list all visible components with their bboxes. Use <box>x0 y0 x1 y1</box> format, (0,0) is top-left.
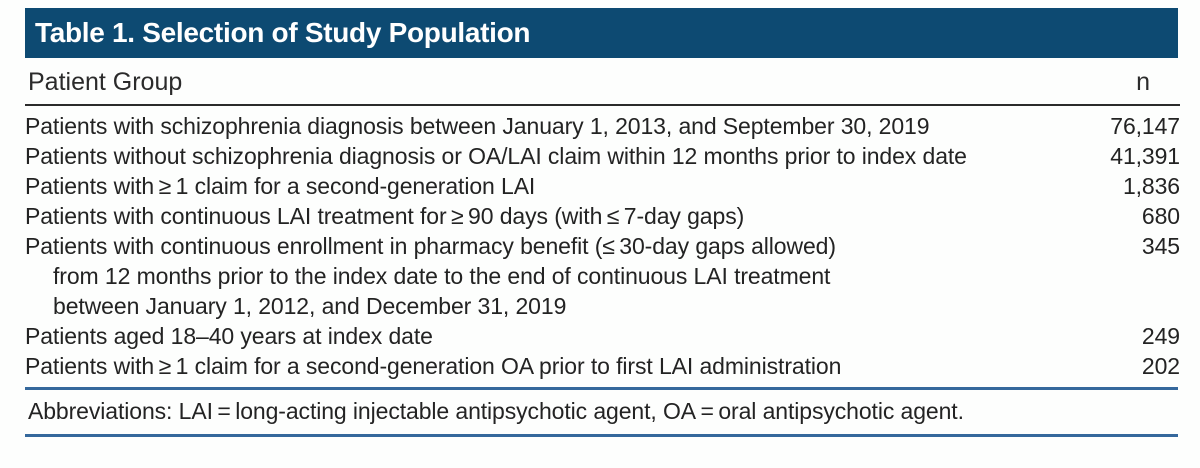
table-row: Patients aged 18–40 years at index date 2… <box>25 321 1180 351</box>
table-header: Patient Group n <box>25 58 1180 106</box>
header-row: Patient Group n <box>25 58 1180 106</box>
row-continuation-line: between January 1, 2012, and December 31… <box>53 293 567 319</box>
row-text: Patients with continuous enrollment in p… <box>25 233 836 259</box>
patient-group-cell: Patients with ≥ 1 claim for a second-gen… <box>25 351 1080 381</box>
n-value-cell: 345 <box>1141 233 1180 259</box>
table-title: Table 1. Selection of Study Population <box>35 17 531 48</box>
row-text: Patients with ≥ 1 claim for a second-gen… <box>25 173 536 199</box>
column-header-n: n <box>1080 58 1180 106</box>
patient-group-cell: Patients with ≥ 1 claim for a second-gen… <box>25 171 1080 201</box>
row-text: Patients with continuous LAI treatment f… <box>25 203 745 229</box>
study-population-table: Patient Group n Patients with schizophre… <box>25 58 1180 381</box>
table-body: Patients with schizophrenia diagnosis be… <box>25 105 1180 381</box>
n-value-cell: 202 <box>1141 353 1180 379</box>
abbreviations-footer: Abbreviations: LAI = long-acting injecta… <box>25 387 1178 437</box>
abbreviations-text: Abbreviations: LAI = long-acting injecta… <box>28 398 964 424</box>
table-row: Patients with ≥ 1 claim for a second-gen… <box>25 351 1180 381</box>
table-title-bar: Table 1. Selection of Study Population <box>25 8 1178 58</box>
row-text: Patients with schizophrenia diagnosis be… <box>25 113 930 139</box>
n-value-cell: 680 <box>1141 203 1180 229</box>
n-value-cell: 41,391 <box>1110 143 1180 169</box>
table-row: Patients with continuous enrollment in p… <box>25 231 1180 321</box>
patient-group-cell: Patients with schizophrenia diagnosis be… <box>25 105 1080 141</box>
table-row: Patients with schizophrenia diagnosis be… <box>25 105 1180 141</box>
row-text: Patients aged 18–40 years at index date <box>25 323 433 349</box>
patient-group-cell: Patients without schizophrenia diagnosis… <box>25 141 1080 171</box>
table-figure: Table 1. Selection of Study Population P… <box>0 8 1200 468</box>
patient-group-cell: Patients with continuous enrollment in p… <box>25 231 1080 321</box>
table-row: Patients with continuous LAI treatment f… <box>25 201 1180 231</box>
column-header-patient-group: Patient Group <box>25 58 1080 106</box>
n-value-cell: 249 <box>1141 323 1180 349</box>
patient-group-cell: Patients aged 18–40 years at index date <box>25 321 1080 351</box>
patient-group-cell: Patients with continuous LAI treatment f… <box>25 201 1080 231</box>
row-text: Patients with ≥ 1 claim for a second-gen… <box>25 353 842 379</box>
row-text: Patients without schizophrenia diagnosis… <box>25 143 967 169</box>
table-row: Patients without schizophrenia diagnosis… <box>25 141 1180 171</box>
n-value-cell: 1,836 <box>1122 173 1180 199</box>
table-row: Patients with ≥ 1 claim for a second-gen… <box>25 171 1180 201</box>
n-value-cell: 76,147 <box>1110 113 1180 139</box>
row-continuation-line: from 12 months prior to the index date t… <box>53 263 831 289</box>
